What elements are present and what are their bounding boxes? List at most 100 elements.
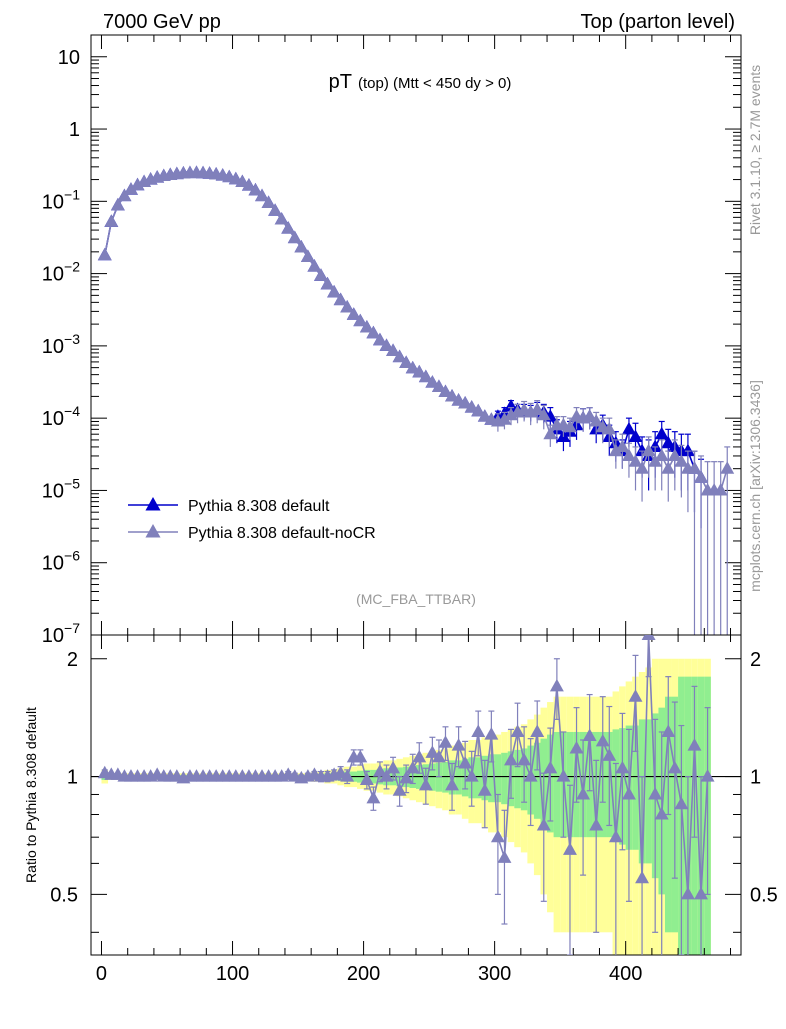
y-tick-base: 10 [42, 480, 64, 502]
y-tick-exponent: −6 [64, 548, 80, 564]
main-frame [90, 34, 742, 636]
data-point [445, 388, 459, 402]
ratio-point [582, 728, 597, 741]
series-default-nocr [97, 165, 735, 635]
ratio-point [477, 783, 492, 796]
data-point [458, 395, 473, 409]
ratio-point [412, 749, 427, 763]
ratio-point [405, 760, 420, 774]
ratio-point [445, 777, 459, 791]
ratio-point [386, 760, 401, 774]
data-point [117, 188, 132, 202]
legend-marker [145, 523, 161, 538]
y-tick-base: 10 [42, 408, 64, 430]
ratio-point [543, 760, 558, 774]
ratio-band-green [455, 760, 462, 795]
data-point [713, 482, 728, 496]
ratio-point [353, 749, 368, 763]
ratio-band-green [566, 731, 574, 838]
data-point [635, 461, 650, 474]
ratio-point [536, 818, 551, 831]
data-point [124, 182, 138, 195]
data-point [281, 221, 296, 234]
series-default [97, 165, 708, 529]
ratio-point [458, 756, 473, 769]
legend-label: Pythia 8.308 default-noCR [188, 525, 376, 542]
y-tick-base: 10 [42, 625, 64, 647]
x-tick-label: 400 [609, 963, 642, 985]
ratio-band-green [442, 761, 449, 793]
source-info: mcplots.cern.ch [arXiv:1306.3436] [747, 380, 763, 592]
data-point [405, 360, 420, 374]
ratio-band-green [533, 742, 541, 819]
ratio-point [359, 772, 374, 786]
data-point [392, 349, 407, 363]
ratio-point [418, 777, 433, 791]
data-point [687, 461, 702, 474]
ratio-point [517, 752, 532, 766]
data-point [294, 240, 309, 253]
ratio-point [425, 745, 440, 758]
data-point [320, 276, 335, 290]
data-point [307, 259, 322, 272]
ratio-point [438, 735, 453, 748]
ratio-point [654, 807, 669, 820]
data-point [615, 439, 630, 452]
ratio-y-tick-label: 2 [750, 649, 761, 671]
data-point [425, 375, 440, 388]
ratio-band-green [474, 757, 482, 799]
ratio-y-axis-label: Ratio to Pythia 8.308 default [23, 707, 39, 883]
data-point [621, 421, 636, 435]
ratio-y-tick-label: 2 [67, 649, 78, 671]
y-tick-base: 10 [42, 336, 64, 358]
ratio-point [687, 738, 702, 751]
data-point [418, 369, 433, 383]
ratio-point [563, 842, 577, 855]
ratio-point [373, 764, 387, 777]
ratio-point [523, 769, 538, 782]
ratio-point [431, 749, 446, 763]
data-point [300, 249, 315, 262]
data-point [110, 197, 125, 211]
y-tick-base: 10 [42, 191, 64, 213]
data-point [130, 177, 145, 191]
data-point [327, 284, 342, 298]
x-tick-label: 0 [96, 963, 107, 985]
ratio-point [484, 727, 499, 740]
chart-title-sub: (top) (Mtt < 450 dy > 0) [358, 75, 511, 92]
data-point [654, 426, 669, 440]
ratio-point [694, 886, 708, 900]
data-point [268, 203, 283, 216]
rivet-info: Rivet 3.1.10, ≥ 2.7M events [747, 65, 763, 235]
y-tick-exponent: −1 [64, 186, 80, 202]
y-tick-exponent: −5 [64, 475, 80, 491]
chart-title-main: pT [329, 71, 352, 93]
y-tick-label: 10 [58, 47, 80, 69]
y-tick-exponent: −7 [64, 620, 80, 636]
ratio-y-tick-label: 1 [750, 767, 761, 789]
data-point [340, 300, 355, 313]
ratio-band-green [494, 754, 502, 803]
y-tick-label: 10−3 [42, 331, 80, 358]
data-point [628, 454, 643, 467]
ratio-band-green [488, 754, 495, 803]
data-point [366, 325, 381, 339]
ratio-point [641, 635, 656, 641]
y-tick-label: 10−7 [42, 620, 80, 647]
legend-marker [145, 496, 161, 511]
data-point [104, 214, 119, 227]
ratio-point [366, 790, 381, 804]
y-ticks [91, 34, 741, 636]
ratio-point [392, 783, 407, 796]
data-point [589, 414, 604, 427]
data-point [333, 292, 348, 306]
y-tick-label: 10−1 [42, 186, 80, 213]
data-point [641, 443, 656, 457]
data-point [582, 409, 597, 422]
y-tick-label: 1 [69, 119, 80, 141]
ratio-point [510, 724, 525, 738]
data-point [353, 313, 368, 327]
data-point [287, 230, 302, 244]
data-point [602, 421, 617, 435]
y-tick-label: 10−2 [42, 259, 80, 286]
